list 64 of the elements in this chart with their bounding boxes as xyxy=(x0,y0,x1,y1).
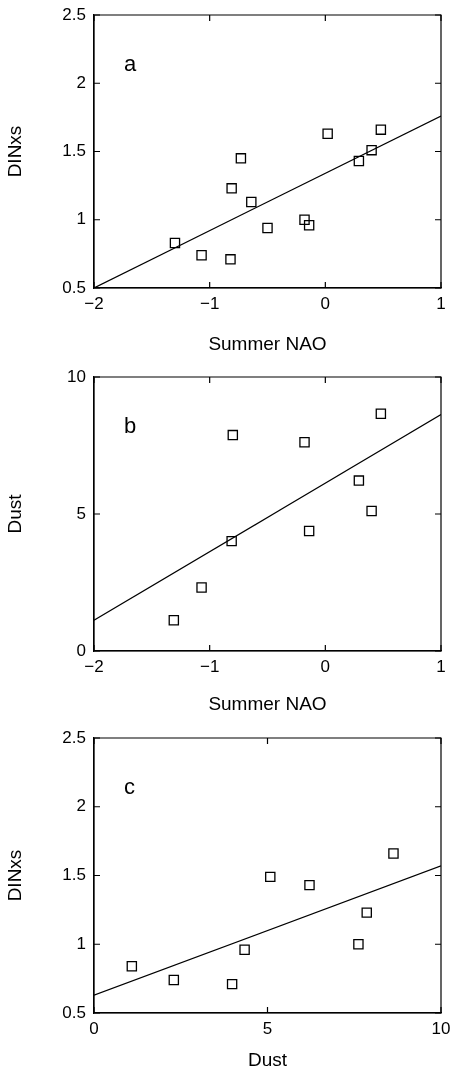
point xyxy=(304,879,315,891)
point xyxy=(353,939,364,950)
point xyxy=(299,214,310,225)
point xyxy=(375,408,387,419)
point xyxy=(235,153,247,164)
x-tick-label: 0 xyxy=(320,657,331,677)
x-tick-label: 10 xyxy=(431,1019,450,1039)
x-axis-title: Summer NAO xyxy=(208,692,327,714)
point xyxy=(226,183,237,194)
y-tick-label: 0.5 xyxy=(62,1002,86,1022)
y-tick-label: 2.5 xyxy=(62,4,86,24)
annotation: a xyxy=(124,51,137,76)
point xyxy=(353,475,365,486)
x-tick-label: −1 xyxy=(199,657,220,677)
y-tick-label: 2 xyxy=(76,72,86,92)
x-axis-title: Summer NAO xyxy=(208,332,327,354)
y-tick-label: 10 xyxy=(67,366,86,386)
x-tick-label: 1 xyxy=(436,657,446,677)
point xyxy=(225,254,236,265)
x-axis-title: Dust xyxy=(247,1048,288,1070)
x-tick-label: −2 xyxy=(84,294,104,314)
annotation: c xyxy=(124,774,135,799)
x-tick-label: 0 xyxy=(320,294,331,314)
y-tick-label: 1 xyxy=(76,933,86,953)
y-tick-label: 1.5 xyxy=(62,141,86,161)
annotation: b xyxy=(124,413,137,438)
point xyxy=(303,525,315,537)
y-tick-label: 0.5 xyxy=(62,277,86,297)
point xyxy=(226,535,237,547)
y-tick-label: 5 xyxy=(76,503,86,523)
y-axis-title: DINxs xyxy=(3,849,25,902)
point xyxy=(262,222,273,234)
point xyxy=(239,944,250,955)
point xyxy=(168,615,180,626)
point xyxy=(322,128,333,139)
point xyxy=(227,429,239,441)
point xyxy=(353,155,365,167)
point xyxy=(169,237,181,249)
y-tick-label: 2.5 xyxy=(62,727,86,747)
y-tick-label: 1.5 xyxy=(62,865,86,885)
point xyxy=(366,144,377,156)
point xyxy=(196,249,207,261)
y-axis-title: Dust xyxy=(3,493,25,534)
y-tick-label: 2 xyxy=(76,796,86,816)
y-tick-label: 0 xyxy=(76,640,86,660)
x-tick-label: 0 xyxy=(89,1019,99,1039)
x-tick-label: 5 xyxy=(262,1019,273,1039)
point xyxy=(299,436,310,448)
x-tick-label: −1 xyxy=(199,294,220,314)
x-tick-label: −2 xyxy=(84,657,104,677)
point xyxy=(366,505,377,517)
point xyxy=(168,974,180,986)
point xyxy=(226,978,238,990)
point xyxy=(388,848,399,859)
point xyxy=(375,124,387,135)
y-axis-title: DINxs xyxy=(3,125,25,178)
point xyxy=(265,871,276,883)
point xyxy=(126,961,138,972)
y-tick-label: 1 xyxy=(76,209,86,229)
point xyxy=(196,582,207,593)
point xyxy=(246,196,257,208)
x-tick-label: 1 xyxy=(436,294,446,314)
point xyxy=(303,219,315,231)
point xyxy=(361,907,372,918)
